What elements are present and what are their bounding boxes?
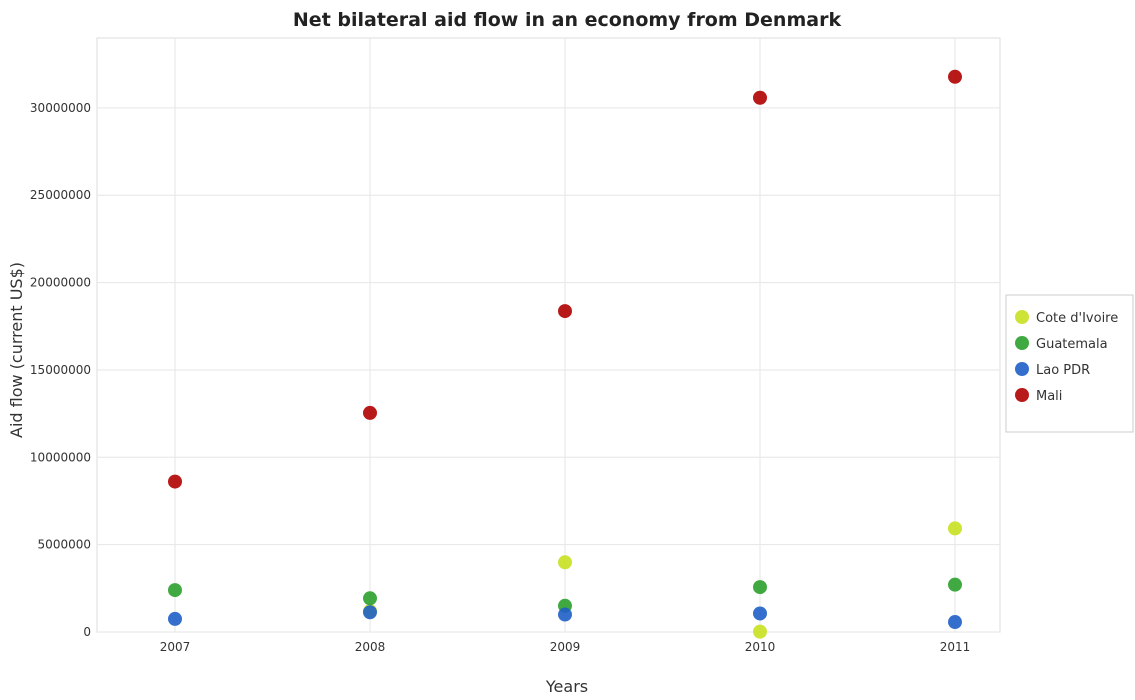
legend: Cote d'Ivoire Guatemala Lao PDR Mali (1005, 294, 1134, 433)
point-lao-pdr (363, 605, 377, 620)
y-tick-label: 30000000 (30, 101, 91, 115)
legend-label: Mali (1036, 389, 1062, 404)
x-axis-title: Years (545, 677, 588, 696)
legend-marker (1015, 362, 1029, 376)
point-guatemala (168, 583, 182, 598)
y-tick-label: 25000000 (30, 188, 91, 202)
point-mali (363, 405, 377, 420)
legend-marker (1015, 388, 1029, 402)
legend-marker (1015, 336, 1029, 350)
y-tick-label: 0 (83, 625, 91, 639)
point-mali (558, 304, 572, 319)
x-tick-label: 2008 (355, 640, 386, 654)
point-guatemala (363, 591, 377, 606)
x-tick-label: 2007 (160, 640, 191, 654)
y-tick-label: 20000000 (30, 276, 91, 290)
points-layer (168, 69, 962, 639)
point-lao-pdr (558, 607, 572, 622)
point-guatemala (948, 577, 962, 592)
y-axis-title: Aid flow (current US$) (7, 262, 26, 438)
legend-label: Guatemala (1036, 337, 1108, 352)
grid-layer (96, 37, 1001, 633)
y-tick-label: 10000000 (30, 450, 91, 464)
chart-title: Net bilateral aid flow in an economy fro… (293, 9, 842, 31)
point-guatemala (753, 580, 767, 595)
point-lao-pdr (168, 611, 182, 626)
legend-marker (1015, 310, 1029, 324)
x-tick-label: 2011 (940, 640, 971, 654)
point-cote-d-ivoire (558, 555, 572, 570)
legend-label: Lao PDR (1036, 363, 1090, 378)
y-tick-label: 5000000 (38, 538, 91, 552)
point-mali (948, 69, 962, 84)
point-mali (168, 474, 182, 489)
legend-label: Cote d'Ivoire (1036, 311, 1118, 326)
point-lao-pdr (753, 606, 767, 621)
plot-area (96, 37, 1001, 633)
point-lao-pdr (948, 615, 962, 630)
y-tick-label: 15000000 (30, 363, 91, 377)
point-cote-d-ivoire (948, 521, 962, 536)
point-cote-d-ivoire (753, 624, 767, 639)
x-tick-label: 2009 (550, 640, 581, 654)
point-mali (753, 90, 767, 105)
ticks-layer: 0 5000000 10000000 15000000 20000000 25000000… (30, 101, 970, 654)
x-tick-label: 2010 (745, 640, 776, 654)
